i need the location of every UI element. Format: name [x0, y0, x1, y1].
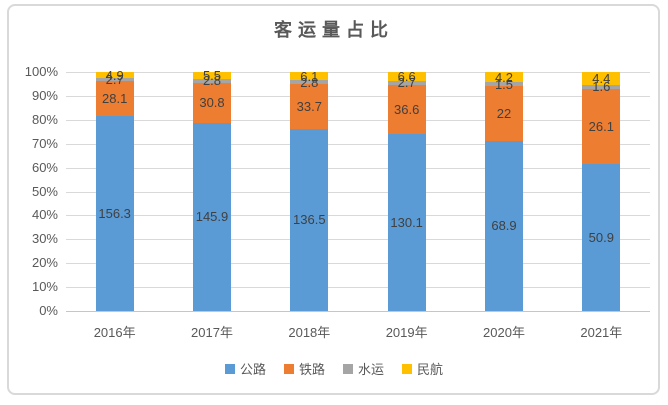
bar-segment-waterway	[387, 80, 426, 85]
gridline	[66, 72, 650, 73]
bar-column-2019年	[387, 72, 426, 311]
legend-swatch-waterway	[343, 363, 353, 374]
legend-item-waterway: 水运	[343, 359, 384, 378]
x-axis-line	[66, 311, 650, 312]
bar-segment-railway	[95, 81, 134, 117]
bar-segment-railway	[387, 84, 426, 135]
bar-segment-civil-aviation	[290, 72, 329, 81]
bar-segment-civil-aviation	[582, 72, 621, 85]
legend-label-civil-aviation: 民航	[417, 362, 444, 377]
legend-label-waterway: 水运	[358, 362, 385, 377]
x-axis-label: 2016年	[93, 325, 136, 340]
bar-segment-civil-aviation	[95, 72, 134, 79]
y-axis-tick-label: 20%	[31, 255, 58, 271]
x-axis-label: 2019年	[385, 325, 428, 340]
bar-segment-civil-aviation	[387, 72, 426, 81]
gridline	[66, 263, 650, 265]
y-axis-tick-label: 90%	[31, 87, 58, 103]
bar-segment-civil-aviation	[485, 72, 523, 83]
y-axis-tick-label: 80%	[31, 111, 58, 127]
legend-item-railway: 铁路	[283, 359, 325, 378]
bar-segment-civil-aviation	[193, 72, 231, 80]
bar-column-2016年	[95, 72, 134, 311]
bar-segment-waterway	[95, 78, 134, 82]
y-axis-tick-label: 0%	[39, 303, 58, 318]
gridline	[66, 287, 650, 289]
y-axis-tick-label: 70%	[31, 135, 58, 151]
bar-segment-highway	[485, 140, 523, 311]
legend-item-highway: 公路	[224, 359, 266, 378]
legend-swatch-railway	[283, 363, 294, 374]
bar-segment-highway	[193, 122, 231, 311]
bar-column-2020年	[485, 72, 523, 311]
y-axis-tick-label: 30%	[31, 231, 58, 247]
y-axis-tick-label: 10%	[31, 279, 58, 295]
bar-segment-railway	[193, 82, 231, 123]
bar-segment-highway	[387, 134, 426, 311]
bar-segment-waterway	[582, 84, 621, 90]
gridline	[66, 167, 650, 169]
x-axis-label: 2017年	[191, 325, 233, 340]
gridline	[66, 95, 650, 97]
x-axis-label: 2020年	[483, 325, 525, 340]
legend-item-civil-aviation: 民航	[402, 359, 443, 378]
gridline	[66, 239, 650, 241]
legend: 公路 铁路 水运 民航	[0, 359, 668, 378]
gridline	[66, 119, 650, 121]
legend-swatch-civil-aviation	[402, 363, 413, 374]
x-axis-label: 2018年	[288, 325, 331, 340]
legend-label-railway: 铁路	[298, 362, 325, 377]
y-axis-tick-label: 50%	[31, 183, 58, 199]
bar-segment-railway	[290, 83, 329, 129]
bar-segment-highway	[95, 116, 134, 311]
bar-segment-railway	[485, 86, 523, 141]
y-axis-tick-label: 60%	[31, 159, 58, 175]
y-axis-tick-label: 40%	[31, 207, 58, 223]
bar-column-2018年	[290, 72, 329, 311]
legend-swatch-highway	[224, 363, 235, 374]
bar-segment-highway	[582, 164, 621, 311]
bar-column-2017年	[193, 72, 231, 311]
chart-title: 客运量占比	[274, 20, 394, 40]
gridline	[66, 215, 650, 217]
bar-column-2021年	[582, 72, 621, 311]
plot-area	[66, 72, 650, 312]
y-axis-tick-label: 100%	[24, 64, 58, 79]
bar-segment-waterway	[485, 82, 523, 87]
gridline	[66, 143, 650, 145]
gridline	[66, 191, 650, 193]
bar-segment-waterway	[193, 79, 231, 83]
bar-segment-waterway	[290, 80, 329, 84]
bar-segment-railway	[582, 89, 621, 165]
x-axis-label: 2021年	[580, 325, 623, 340]
legend-label-highway: 公路	[239, 362, 266, 377]
bar-segment-highway	[290, 128, 329, 311]
